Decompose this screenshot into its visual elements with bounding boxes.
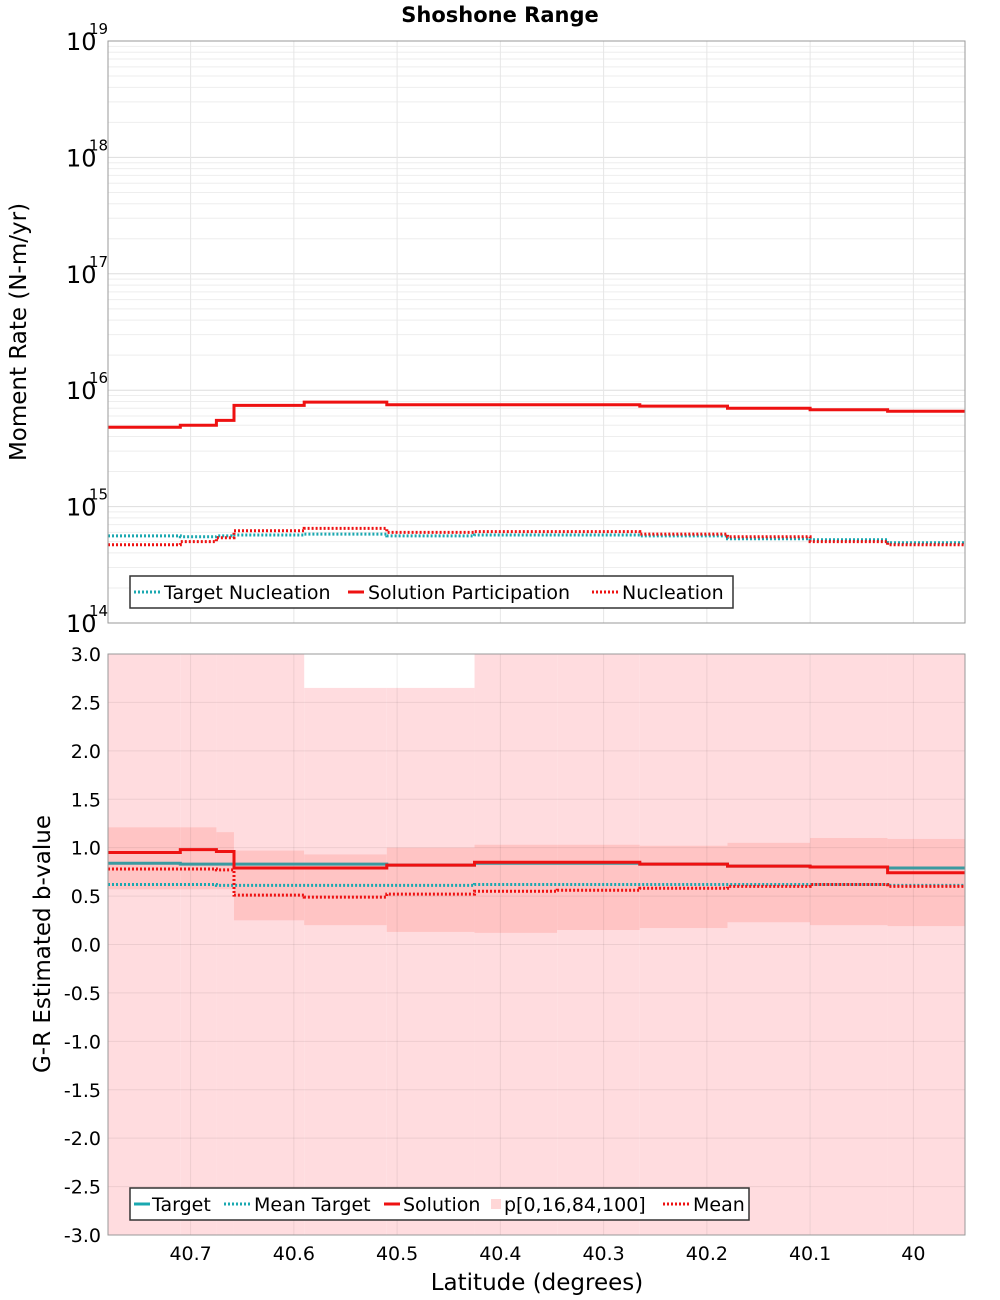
moment-y-tick-exp-5: 19 bbox=[89, 20, 108, 38]
b-value-series-line-4 bbox=[108, 867, 965, 899]
legend-label-solution: Solution bbox=[403, 1194, 480, 1216]
moment-y-tick-base-5: 10 bbox=[66, 28, 97, 56]
x-tick-label: 40.3 bbox=[582, 1243, 624, 1265]
b-value-y-tick-label: 1.0 bbox=[71, 838, 101, 860]
x-tick-label: 40.6 bbox=[273, 1243, 315, 1265]
legend-label-mean-target: Mean Target bbox=[254, 1194, 371, 1216]
b-value-y-tick-label: -3.0 bbox=[64, 1225, 101, 1247]
moment-series bbox=[108, 400, 965, 547]
x-tick-label: 40.7 bbox=[169, 1243, 211, 1265]
moment-y-tick-exp-1: 15 bbox=[89, 486, 108, 504]
b-value-plot-frame bbox=[107, 653, 966, 1236]
percentile-band-inner bbox=[557, 844, 640, 930]
percentile-band-outer bbox=[474, 654, 558, 1235]
x-tick-label: 40.4 bbox=[479, 1243, 521, 1265]
moment-legend-box bbox=[129, 575, 734, 609]
moment-y-tick-base-1: 10 bbox=[66, 494, 97, 522]
b-value-y-tick-label: -2.5 bbox=[64, 1177, 101, 1199]
b-value-y-tick-label: -0.5 bbox=[64, 983, 101, 1005]
b-value-y-tick-label: 0.5 bbox=[71, 886, 101, 908]
b-value-y-ticks: 3.0 2.5 2.0 1.5 1.0 0.5 0.0 -0.5 -1.0 -1.5 -2.0 -2.… bbox=[64, 644, 101, 1247]
percentile-band-inner bbox=[180, 827, 217, 890]
moment-legend: Target Nucleation Solution Participation… bbox=[129, 575, 734, 609]
b-value-y-tick-label: 1.5 bbox=[71, 789, 101, 811]
legend-label-percentile-band: p[0,16,84,100] bbox=[504, 1194, 646, 1216]
legend-label-mean: Mean bbox=[693, 1194, 745, 1216]
b-value-percentile-band bbox=[108, 654, 965, 1235]
percentile-band-inner bbox=[474, 844, 558, 933]
x-tick-label: 40 bbox=[901, 1243, 925, 1265]
b-value-y-tick-label: -1.5 bbox=[64, 1080, 101, 1102]
moment-y-tick-exp-3: 17 bbox=[89, 253, 108, 271]
percentile-band-inner bbox=[386, 847, 475, 932]
moment-y-tick-base-4: 10 bbox=[66, 144, 97, 172]
x-tick-label: 40.2 bbox=[686, 1243, 728, 1265]
moment-y-tick-base-2: 10 bbox=[66, 377, 97, 405]
x-tick-label: 40.5 bbox=[376, 1243, 418, 1265]
legend-label-nucleation: Nucleation bbox=[622, 582, 724, 604]
percentile-band-outer bbox=[386, 687, 475, 1235]
moment-plot-area bbox=[107, 40, 966, 624]
b-value-y-tick-label: 0.0 bbox=[71, 935, 101, 957]
x-tick-label: 40.1 bbox=[789, 1243, 831, 1265]
b-value-y-tick-label: 2.0 bbox=[71, 741, 101, 763]
moment-y-axis-label: Moment Rate (N-m/yr) bbox=[6, 203, 32, 461]
b-value-series bbox=[108, 848, 965, 899]
percentile-band-inner bbox=[216, 832, 234, 890]
percentile-band-outer bbox=[557, 654, 640, 1235]
percentile-band-outer bbox=[639, 654, 728, 1235]
legend-label-target-nucleation: Target Nucleation bbox=[163, 582, 331, 604]
moment-y-tick-exp-2: 16 bbox=[89, 369, 108, 387]
moment-series-line-0 bbox=[108, 532, 965, 545]
moment-y-tick-base-3: 10 bbox=[66, 261, 97, 289]
moment-y-tick-base-0: 10 bbox=[66, 610, 97, 638]
moment-y-tick-exp-4: 18 bbox=[89, 136, 108, 154]
moment-plot-frame bbox=[107, 40, 966, 624]
chart-title: Shoshone Range bbox=[401, 3, 598, 27]
b-value-y-axis-label: G-R Estimated b-value bbox=[30, 815, 56, 1073]
moment-grid bbox=[108, 41, 965, 624]
b-value-y-tick-label: 3.0 bbox=[71, 644, 101, 666]
b-value-series-line-1 bbox=[108, 883, 965, 887]
percentile-band-outer bbox=[727, 654, 811, 1235]
percentile-band-inner bbox=[887, 838, 965, 927]
b-value-series-line-2 bbox=[108, 848, 965, 875]
percentile-band-outer bbox=[108, 654, 181, 1235]
percentile-band-outer bbox=[216, 654, 234, 1235]
legend-swatch-percentile-band bbox=[491, 1199, 501, 1209]
moment-series-line-1 bbox=[108, 400, 965, 429]
b-value-panel: 3.0 2.5 2.0 1.5 1.0 0.5 0.0 -0.5 -1.0 -1.5 -2.0 -2.… bbox=[30, 644, 966, 1296]
x-axis-label: Latitude (degrees) bbox=[431, 1270, 644, 1296]
b-value-legend: Target Mean Target Solution p[0,16,84,10… bbox=[129, 1187, 750, 1221]
percentile-band-inner bbox=[810, 837, 888, 926]
percentile-band-outer bbox=[304, 687, 387, 1235]
b-value-y-tick-label: 2.5 bbox=[71, 692, 101, 714]
b-value-y-tick-label: -1.0 bbox=[64, 1031, 101, 1053]
legend-label-solution-participation: Solution Participation bbox=[368, 582, 570, 604]
percentile-band-inner bbox=[304, 854, 387, 926]
percentile-band-outer bbox=[810, 654, 888, 1235]
b-value-y-tick-label: -2.0 bbox=[64, 1128, 101, 1150]
percentile-band-outer bbox=[180, 654, 217, 1235]
percentile-band-outer bbox=[233, 654, 305, 1235]
b-value-x-ticks: 40.7 40.6 40.5 40.4 40.3 40.2 40.1 40 bbox=[169, 1243, 925, 1265]
moment-y-tick-exp-0: 14 bbox=[89, 602, 108, 620]
legend-label-target: Target bbox=[151, 1194, 211, 1216]
percentile-band-outer bbox=[887, 654, 965, 1235]
percentile-band-inner bbox=[108, 827, 181, 890]
percentile-band-inner bbox=[727, 842, 811, 923]
